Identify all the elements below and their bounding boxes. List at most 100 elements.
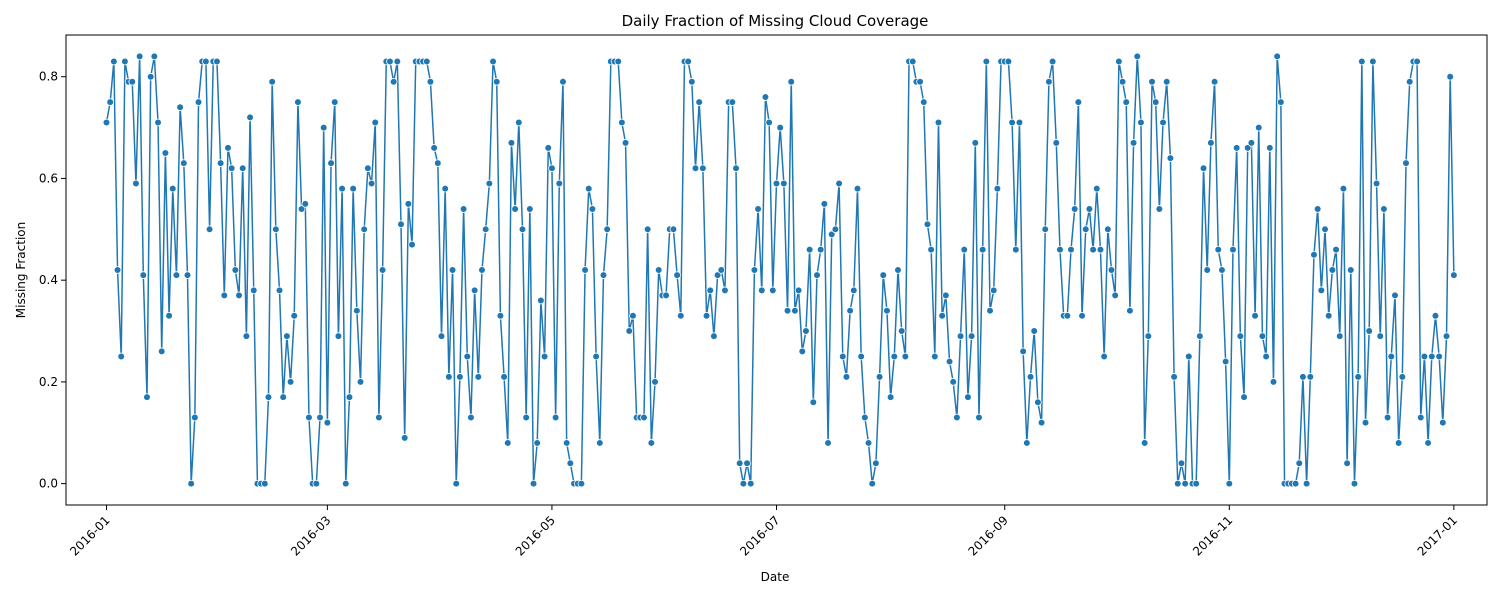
- data-point: [791, 306, 799, 315]
- data-point: [581, 266, 589, 274]
- data-point: [1343, 459, 1351, 468]
- data-point: [908, 57, 917, 66]
- data-point: [1269, 378, 1278, 386]
- data-point: [1100, 352, 1108, 361]
- data-point: [533, 439, 542, 447]
- data-point: [540, 352, 549, 361]
- data-point: [106, 98, 114, 106]
- series-layer: [102, 52, 1458, 488]
- data-point: [1413, 57, 1421, 66]
- data-point: [754, 205, 762, 213]
- data-point: [1041, 225, 1050, 234]
- data-point: [651, 378, 659, 386]
- data-point: [953, 413, 961, 422]
- data-point: [787, 78, 796, 86]
- data-point: [673, 271, 681, 279]
- data-point: [316, 413, 324, 422]
- data-point: [1391, 291, 1399, 300]
- data-point: [566, 459, 575, 468]
- data-point: [875, 373, 884, 381]
- data-point: [717, 266, 726, 274]
- data-point: [1140, 439, 1149, 447]
- data-point: [481, 225, 490, 234]
- data-point: [1214, 245, 1223, 254]
- data-point: [1232, 144, 1241, 152]
- data-point: [1034, 398, 1042, 407]
- x-axis: 2016-01 2016-03 2016-05 2016-07 2016-09 2016-…: [67, 505, 1460, 559]
- data-point: [897, 327, 906, 335]
- data-point: [150, 52, 159, 61]
- data-point: [827, 230, 836, 239]
- data-point: [375, 413, 383, 422]
- data-point: [1424, 439, 1432, 447]
- data-point: [132, 179, 140, 188]
- data-point: [1310, 250, 1318, 259]
- data-point: [102, 118, 111, 127]
- y-axis-label: Missing Fraction: [14, 222, 28, 318]
- data-point: [820, 200, 829, 208]
- data-point: [290, 311, 299, 320]
- data-point: [713, 271, 722, 279]
- data-point: [187, 479, 195, 488]
- data-point: [503, 439, 512, 447]
- data-point: [522, 413, 530, 422]
- data-point: [180, 159, 188, 167]
- data-point: [121, 57, 129, 66]
- data-point: [1435, 352, 1443, 361]
- data-point: [220, 291, 229, 300]
- data-point: [1427, 352, 1436, 361]
- data-point: [577, 479, 586, 488]
- data-point: [1177, 459, 1186, 468]
- data-point: [776, 123, 784, 132]
- data-point: [1078, 311, 1086, 320]
- data-point: [1155, 205, 1164, 213]
- data-point: [165, 311, 173, 320]
- data-point: [861, 413, 869, 422]
- data-point: [485, 179, 494, 188]
- data-point: [452, 479, 461, 488]
- data-point: [260, 479, 269, 488]
- data-point: [1361, 418, 1370, 427]
- data-point: [1439, 418, 1447, 427]
- data-point: [643, 225, 652, 234]
- x-tick-label: 2016-09: [966, 513, 1011, 558]
- data-point: [702, 311, 711, 320]
- data-point: [1387, 352, 1396, 361]
- x-tick-label: 2016-11: [1190, 513, 1235, 558]
- data-point: [699, 164, 707, 173]
- data-point: [143, 393, 151, 401]
- data-point: [353, 306, 361, 315]
- data-point: [647, 439, 656, 447]
- data-point: [1295, 459, 1304, 468]
- data-point: [982, 57, 991, 66]
- data-point: [559, 78, 567, 86]
- x-axis-label: Date: [761, 570, 790, 584]
- data-point: [960, 245, 969, 254]
- data-point: [297, 205, 306, 213]
- data-point: [551, 413, 560, 422]
- data-point: [235, 291, 243, 300]
- data-point: [305, 413, 313, 422]
- data-point: [721, 286, 729, 295]
- data-point: [1306, 373, 1315, 381]
- data-point: [975, 413, 983, 422]
- data-point: [1004, 57, 1013, 66]
- data-point: [1277, 98, 1285, 106]
- x-tick-label: 2016-05: [513, 513, 558, 558]
- data-point: [835, 179, 843, 188]
- data-point: [227, 164, 236, 173]
- x-tick-label: 2017-01: [1415, 513, 1460, 558]
- x-tick-label: 2016-03: [288, 513, 333, 558]
- data-point: [1299, 373, 1307, 381]
- data-point: [319, 123, 328, 132]
- data-point: [868, 479, 877, 488]
- data-point: [1339, 184, 1348, 193]
- data-point: [1350, 479, 1359, 488]
- data-point: [1380, 205, 1388, 213]
- data-point: [802, 327, 810, 335]
- data-point: [853, 184, 862, 193]
- data-point: [743, 459, 751, 468]
- data-point: [224, 144, 232, 152]
- data-point: [750, 266, 759, 274]
- data-point: [1151, 98, 1160, 106]
